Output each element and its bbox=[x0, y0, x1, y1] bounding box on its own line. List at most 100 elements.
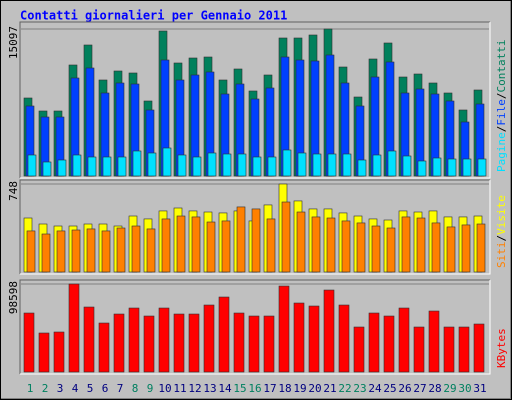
x-tick-label: 23 bbox=[353, 382, 366, 395]
bar bbox=[323, 289, 335, 373]
bar bbox=[57, 159, 67, 177]
bar bbox=[72, 154, 82, 177]
y-tick-label: 748 bbox=[7, 181, 20, 201]
bar bbox=[251, 208, 261, 273]
panel-bevel bbox=[20, 180, 491, 275]
x-tick-label: 2 bbox=[42, 382, 49, 395]
x-tick-label: 28 bbox=[428, 382, 441, 395]
x-tick-label: 15 bbox=[233, 382, 246, 395]
bar bbox=[42, 161, 52, 177]
legend-label: Contatti bbox=[495, 40, 508, 93]
bar bbox=[161, 218, 171, 273]
bar bbox=[158, 307, 170, 373]
bar bbox=[143, 315, 155, 373]
bar bbox=[26, 230, 36, 273]
bar bbox=[296, 211, 306, 273]
panel-bevel bbox=[19, 179, 490, 274]
x-tick-label: 17 bbox=[263, 382, 276, 395]
bar bbox=[357, 159, 367, 177]
bar bbox=[477, 158, 487, 177]
x-tick-label: 31 bbox=[473, 382, 486, 395]
x-tick-label: 3 bbox=[57, 382, 64, 395]
bar bbox=[473, 323, 485, 373]
legend-separator: / bbox=[495, 93, 508, 100]
chart-title: Contatti giornalieri per Gennaio 2011 bbox=[20, 9, 287, 23]
bar bbox=[326, 217, 336, 273]
bar bbox=[282, 149, 292, 177]
bar bbox=[23, 312, 35, 373]
x-tick-label: 20 bbox=[308, 382, 321, 395]
bar bbox=[53, 331, 65, 373]
x-tick-label: 12 bbox=[188, 382, 201, 395]
x-tick-label: 21 bbox=[323, 382, 336, 395]
bar bbox=[338, 304, 350, 373]
x-tick-label: 10 bbox=[158, 382, 171, 395]
bar bbox=[341, 220, 351, 273]
x-tick-label: 27 bbox=[413, 382, 426, 395]
x-tick-label: 1 bbox=[27, 382, 34, 395]
bar bbox=[236, 206, 246, 273]
bar bbox=[102, 156, 112, 177]
x-tick-label: 29 bbox=[443, 382, 456, 395]
legend: Siti/Visite bbox=[495, 195, 508, 268]
bar bbox=[71, 229, 81, 273]
bar bbox=[267, 156, 277, 177]
bar bbox=[311, 216, 321, 273]
x-tick-label: 4 bbox=[72, 382, 79, 395]
bar bbox=[312, 153, 322, 177]
bar bbox=[387, 150, 397, 177]
legend-separator: / bbox=[495, 235, 508, 242]
bar bbox=[132, 150, 142, 177]
x-tick-label: 6 bbox=[102, 382, 109, 395]
legend: KBytes bbox=[495, 328, 508, 368]
bar bbox=[233, 312, 245, 373]
x-tick-label: 14 bbox=[218, 382, 232, 395]
bar bbox=[248, 315, 260, 373]
bar bbox=[38, 332, 50, 373]
bar bbox=[281, 201, 291, 273]
x-tick-label: 9 bbox=[147, 382, 154, 395]
bar bbox=[431, 222, 441, 273]
bar bbox=[146, 228, 156, 273]
panel-bevel bbox=[20, 22, 491, 179]
y-tick-label: 98598 bbox=[7, 281, 20, 314]
bar bbox=[41, 233, 51, 273]
x-tick-label: 22 bbox=[338, 382, 351, 395]
bar bbox=[278, 285, 290, 373]
x-tick-label: 5 bbox=[87, 382, 94, 395]
bar bbox=[447, 158, 457, 177]
bar bbox=[458, 326, 470, 373]
legend-label: Pagine bbox=[495, 132, 508, 172]
bar bbox=[368, 312, 380, 373]
x-tick-label: 13 bbox=[203, 382, 216, 395]
bar bbox=[372, 154, 382, 177]
bar bbox=[206, 221, 216, 273]
x-tick-label: 16 bbox=[248, 382, 261, 395]
bar bbox=[446, 226, 456, 273]
bar bbox=[428, 310, 440, 373]
y-tick-label: 15097 bbox=[7, 26, 20, 59]
x-tick-label: 18 bbox=[278, 382, 291, 395]
bar bbox=[402, 155, 412, 177]
bar bbox=[188, 313, 200, 373]
x-tick-label: 8 bbox=[132, 382, 139, 395]
legend-label: File bbox=[495, 99, 508, 126]
x-tick-label: 25 bbox=[383, 382, 396, 395]
bar bbox=[27, 154, 37, 177]
bar bbox=[101, 230, 111, 273]
bar bbox=[416, 217, 426, 273]
legend-label: Siti bbox=[495, 242, 508, 269]
bar bbox=[327, 153, 337, 177]
bar bbox=[476, 223, 486, 273]
bar bbox=[443, 326, 455, 373]
bar bbox=[263, 315, 275, 373]
bar bbox=[87, 156, 97, 177]
bar bbox=[432, 157, 442, 177]
x-tick-label: 19 bbox=[293, 382, 306, 395]
bar bbox=[191, 216, 201, 273]
bar bbox=[371, 225, 381, 273]
bar bbox=[117, 156, 127, 177]
bar bbox=[342, 153, 352, 177]
